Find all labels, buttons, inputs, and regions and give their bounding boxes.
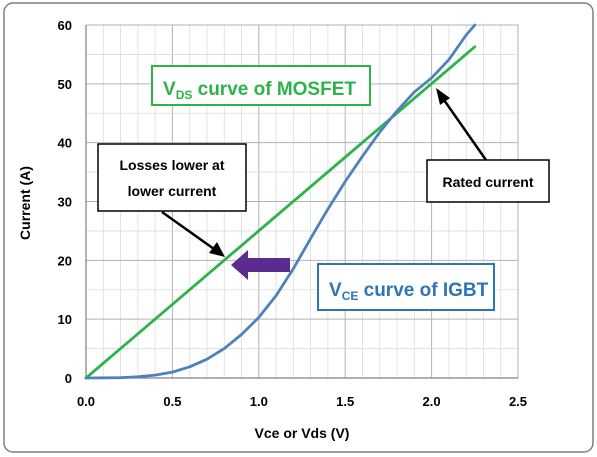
igbt-label-sub: CE	[342, 289, 359, 303]
mosfet-label-text: VDS curve of MOSFET	[163, 79, 356, 102]
comparison-arrow	[231, 250, 290, 280]
series-line-igbt	[84, 23, 477, 380]
losses-line-2: lower current	[128, 183, 217, 199]
igbt-label-rest: curve of IGBT	[358, 280, 488, 301]
losses-pointer-arrow	[161, 210, 225, 257]
rated-callout-box	[426, 159, 550, 203]
y-tick-label: 60	[58, 18, 72, 33]
rated-callout-text: Rated current	[442, 174, 533, 190]
rated-callout: Rated current	[426, 159, 550, 203]
mosfet-curve-label: VDS curve of MOSFET	[151, 65, 371, 106]
y-tick-label: 0	[65, 371, 72, 386]
y-tick-label: 30	[58, 195, 72, 210]
losses-callout: Losses lower at lower current	[97, 143, 247, 212]
igbt-label-text: VCE curve of IGBT	[329, 280, 489, 303]
rated-pointer-head	[436, 88, 450, 105]
x-axis-title: Vce or Vds (V)	[255, 425, 350, 441]
series-line-mosfet	[84, 45, 477, 380]
x-tick-label: 1.5	[336, 394, 354, 409]
mosfet-label-rest: curve of MOSFET	[192, 79, 356, 100]
mosfet-label-v: V	[163, 79, 176, 100]
mosfet-label-sub: DS	[176, 88, 193, 102]
rated-pointer-arrow	[436, 88, 488, 161]
losses-line-1: Losses lower at	[119, 157, 224, 173]
losses-callout-box	[97, 143, 247, 212]
y-tick-labels: 0 10 20 30 40 50 60	[58, 18, 72, 386]
rated-pointer-line	[442, 99, 488, 161]
x-tick-label: 2.0	[423, 394, 441, 409]
losses-pointer-line	[161, 210, 215, 251]
x-tick-label: 2.5	[509, 394, 527, 409]
y-tick-label: 20	[58, 253, 72, 268]
igbt-curve-label: VCE curve of IGBT	[317, 263, 495, 311]
igbt-label-box	[317, 263, 495, 311]
x-tick-label: 0.0	[77, 394, 95, 409]
y-tick-label: 10	[58, 312, 72, 327]
axes	[85, 25, 518, 379]
y-tick-label: 40	[58, 136, 72, 151]
mosfet-label-box	[151, 65, 371, 106]
losses-pointer-head	[209, 242, 225, 257]
thick-arrow-shape	[231, 250, 290, 280]
series-layer	[84, 23, 477, 380]
y-tick-label: 50	[58, 77, 72, 92]
y-axis-title: Current (A)	[17, 166, 33, 240]
x-tick-label: 0.5	[163, 394, 181, 409]
x-tick-label: 1.0	[250, 394, 268, 409]
igbt-label-v: V	[329, 280, 342, 301]
x-tick-labels: 0.0 0.5 1.0 1.5 2.0 2.5	[77, 394, 527, 409]
